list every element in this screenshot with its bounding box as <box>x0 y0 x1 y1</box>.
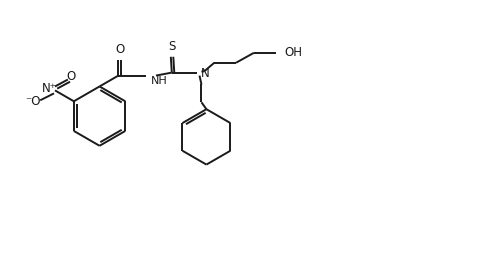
Text: NH: NH <box>151 76 168 86</box>
Text: O: O <box>66 70 75 83</box>
Text: OH: OH <box>285 46 302 59</box>
Text: ⁻O: ⁻O <box>25 95 41 108</box>
Text: N⁺: N⁺ <box>42 82 57 96</box>
Text: S: S <box>168 40 176 53</box>
Text: N: N <box>201 67 209 80</box>
Text: O: O <box>115 43 124 56</box>
